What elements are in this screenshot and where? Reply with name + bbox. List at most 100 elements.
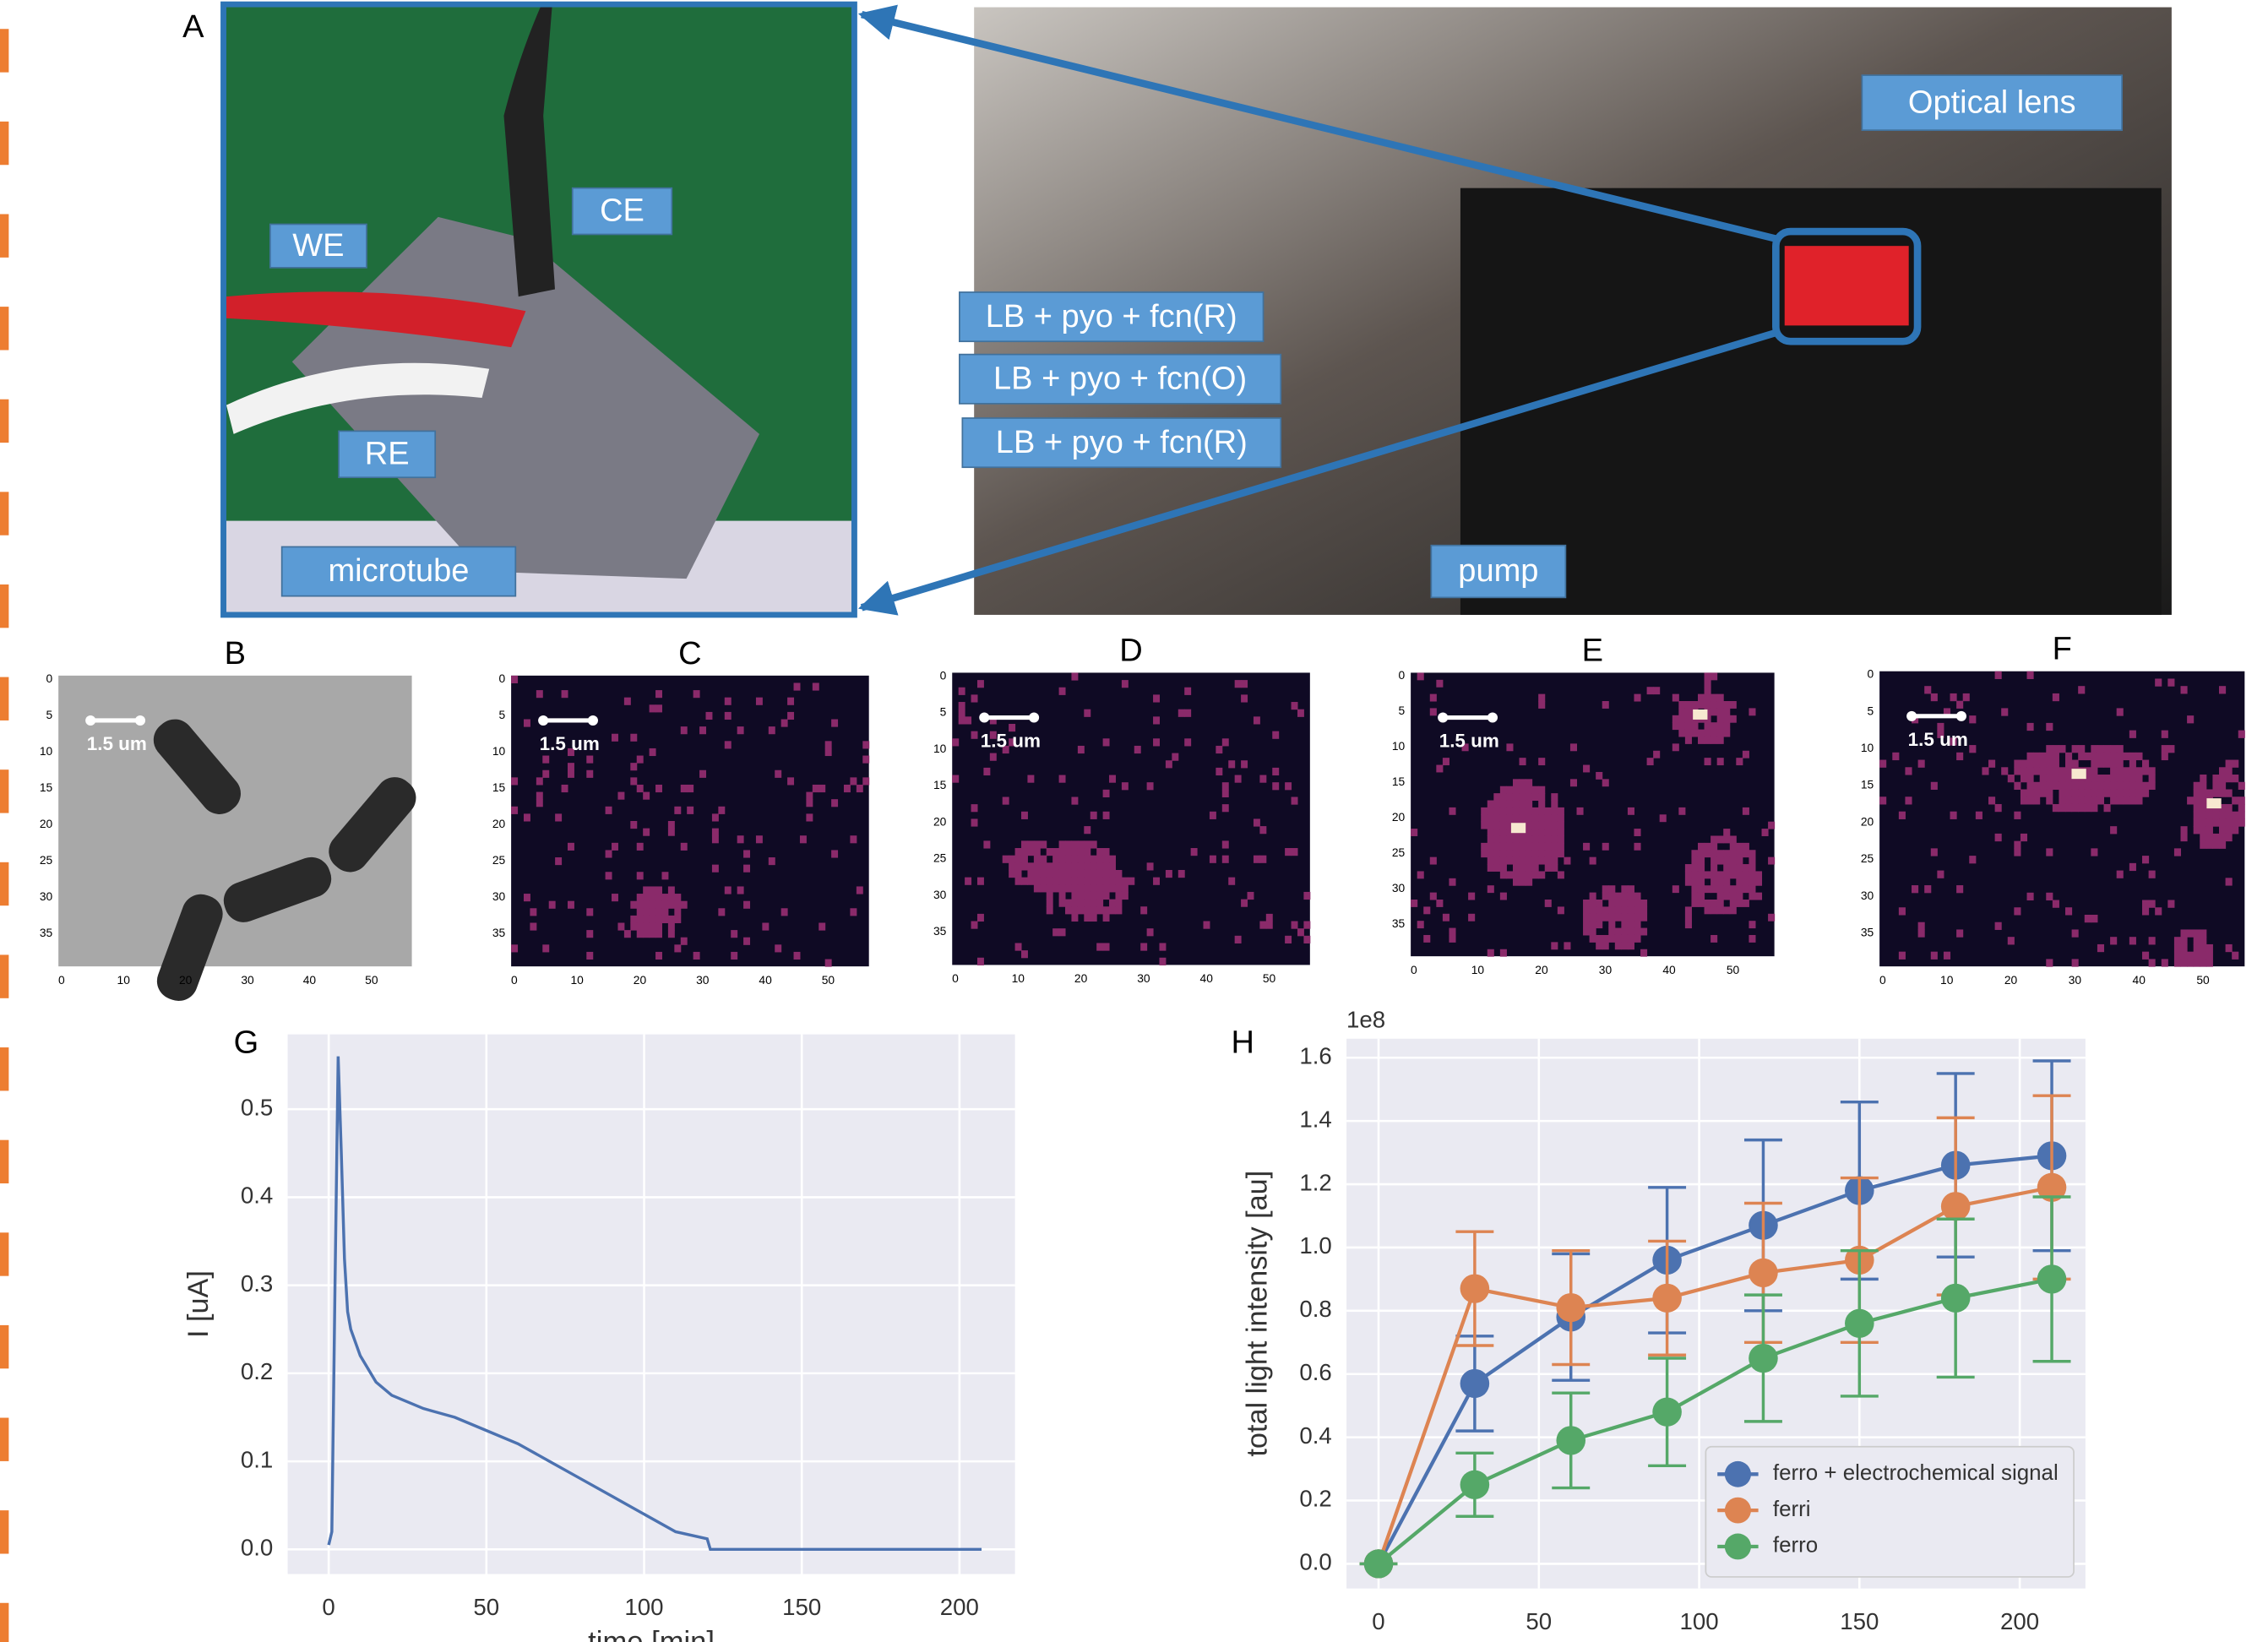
pixel xyxy=(1423,906,1430,914)
image-x-tick: 20 xyxy=(2004,974,2018,987)
pixel xyxy=(1621,885,1628,893)
pixel xyxy=(1078,878,1085,885)
pixel xyxy=(1488,835,1494,843)
pixel xyxy=(1071,797,1078,804)
pixel xyxy=(1698,701,1705,709)
panel-letter: A xyxy=(182,9,204,45)
scale-bar-end xyxy=(979,713,989,723)
pixel xyxy=(1711,730,1717,737)
image-y-tick: 20 xyxy=(1392,811,1406,824)
pixel xyxy=(1241,760,1248,768)
edge-dash xyxy=(0,492,8,535)
pixel xyxy=(2072,929,2079,937)
pixel xyxy=(2065,767,2072,775)
pixel xyxy=(1065,840,1072,848)
pixel xyxy=(2226,767,2233,775)
pixel xyxy=(1685,737,1692,744)
pixel xyxy=(1078,862,1085,870)
pixel xyxy=(1084,856,1090,863)
pixel xyxy=(542,770,549,778)
pixel xyxy=(2194,818,2200,826)
pixel xyxy=(1047,884,1053,892)
pixel xyxy=(2053,760,2059,768)
pixel xyxy=(2162,959,2168,966)
pixel xyxy=(1879,797,1886,804)
pixel xyxy=(661,908,668,916)
pixel xyxy=(2059,782,2065,790)
pixel xyxy=(1500,814,1507,822)
pixel xyxy=(1538,793,1545,801)
pixel xyxy=(1634,843,1640,851)
pixel xyxy=(1071,840,1078,848)
pixel xyxy=(2129,789,2136,797)
data-point xyxy=(1941,1192,1971,1221)
pixel xyxy=(819,785,825,792)
edge-dash xyxy=(0,29,8,72)
pixel xyxy=(1590,906,1596,914)
pixel xyxy=(2091,797,2097,804)
pixel xyxy=(2194,959,2200,966)
pixel xyxy=(1520,793,1526,801)
pixel xyxy=(637,785,644,792)
pixel xyxy=(1615,928,1622,936)
pixel xyxy=(712,835,719,843)
pixel xyxy=(1564,857,1570,865)
pixel xyxy=(2232,812,2238,819)
pixel xyxy=(1040,856,1047,863)
pixel xyxy=(1538,850,1545,857)
pixel xyxy=(971,731,978,739)
pixel xyxy=(1551,864,1558,872)
pixel xyxy=(1672,743,1679,751)
pixel xyxy=(2027,797,2034,804)
pixel xyxy=(1711,835,1717,843)
pixel xyxy=(2232,797,2238,804)
pixel xyxy=(2206,812,2213,819)
pixel xyxy=(850,835,857,843)
pixel xyxy=(1988,797,1995,804)
scale-bar-end xyxy=(1488,713,1498,723)
pixel xyxy=(1755,893,1762,900)
pixel xyxy=(1705,850,1711,857)
pixel xyxy=(2123,767,2129,775)
pixel xyxy=(1590,900,1596,907)
pixel xyxy=(1743,843,1749,851)
image-y-tick: 25 xyxy=(492,854,506,867)
pixel xyxy=(1755,871,1762,878)
pixel xyxy=(2046,797,2053,804)
image-y-tick: 10 xyxy=(933,742,947,755)
pixel xyxy=(1723,730,1730,737)
pixel xyxy=(661,894,668,901)
pixel xyxy=(1608,906,1615,914)
pixel xyxy=(1096,862,1103,870)
pixel xyxy=(1128,878,1134,885)
pixel xyxy=(1691,701,1698,709)
pixel xyxy=(806,813,813,821)
pixel xyxy=(1583,765,1590,773)
pixel xyxy=(1691,730,1698,737)
scale-bar-end xyxy=(135,715,145,726)
data-point xyxy=(1845,1309,1874,1338)
y-tick-label: 0.2 xyxy=(241,1358,273,1384)
pixel xyxy=(1065,870,1072,878)
pixel xyxy=(2129,731,2136,738)
page: A WE CE RE microtube Optical lens LB + p… xyxy=(0,0,2268,1642)
pixel xyxy=(2021,775,2027,782)
image-x-tick: 10 xyxy=(117,974,131,987)
pixel xyxy=(1021,848,1028,856)
pixel xyxy=(1153,694,1160,702)
pixel xyxy=(1956,929,1963,937)
pixel xyxy=(1730,835,1737,843)
pixel xyxy=(2129,767,2136,775)
pixel xyxy=(731,952,737,960)
pixel xyxy=(1685,701,1692,709)
y-tick-label: 0.2 xyxy=(1299,1486,1331,1512)
pixel xyxy=(637,894,644,901)
pixel xyxy=(1436,765,1443,773)
pixel-hot xyxy=(2206,798,2221,808)
pixel xyxy=(1532,814,1539,822)
pixel xyxy=(1096,943,1103,950)
image-y-tick: 10 xyxy=(40,745,53,758)
pixel xyxy=(1191,848,1198,856)
pixel xyxy=(1084,710,1090,717)
pixel xyxy=(1717,850,1724,857)
